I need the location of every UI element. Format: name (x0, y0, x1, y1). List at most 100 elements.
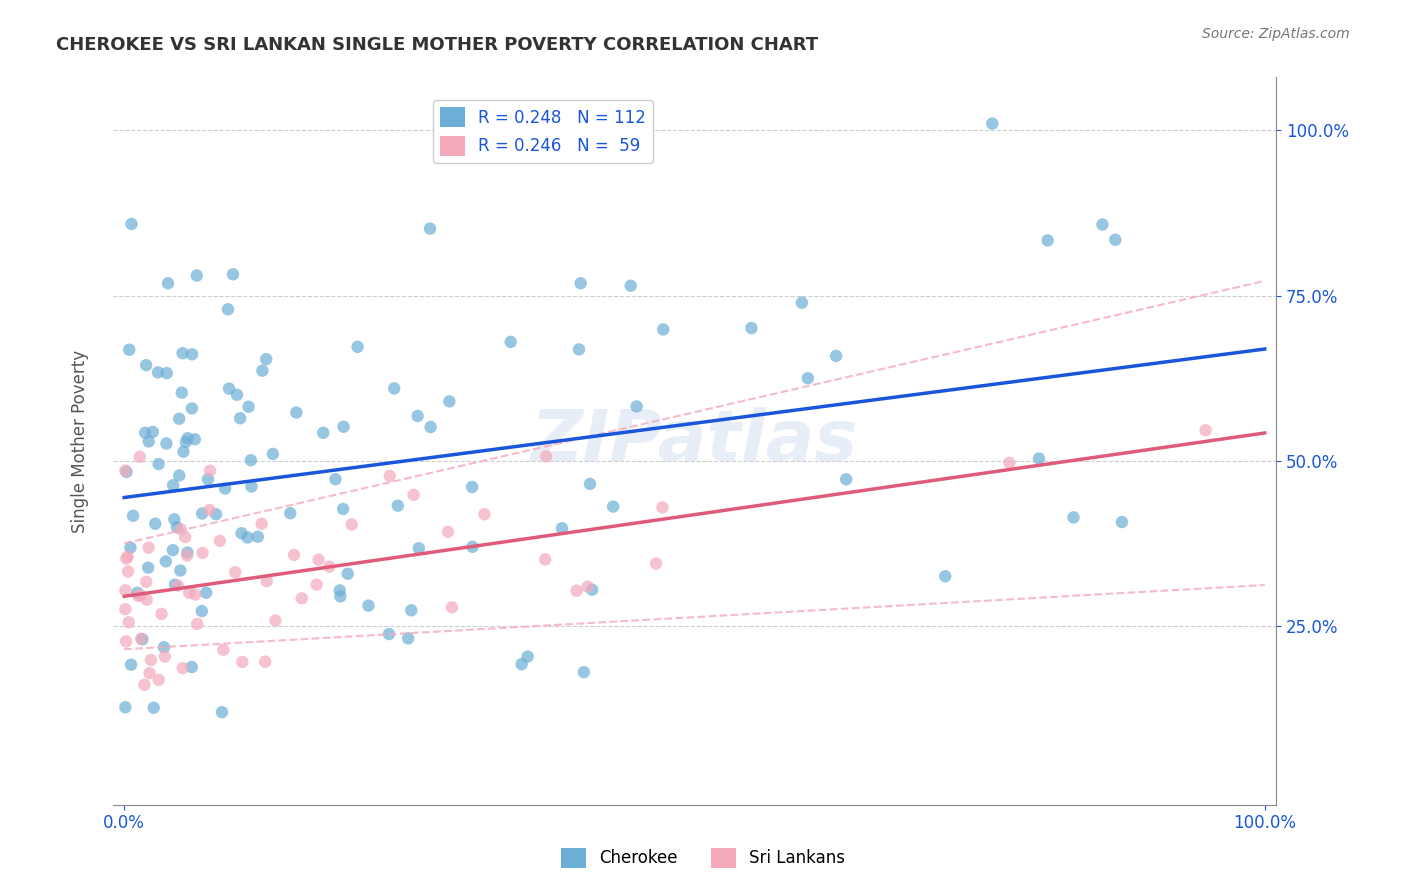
Point (998, 456, 1021, 470)
Point (396, 632, 419, 646)
Point (378, 468, 401, 483)
Point (176, 549, 198, 563)
Point (340, 517, 363, 532)
Point (278, 506, 301, 520)
Point (169, 468, 191, 483)
Point (180, 660, 202, 674)
Point (117, 565, 139, 579)
Y-axis label: Single Mother Poverty: Single Mother Poverty (72, 350, 89, 533)
Legend: Cherokee, Sri Lankans: Cherokee, Sri Lankans (554, 841, 852, 875)
Point (114, 700, 136, 714)
Point (283, 548, 305, 562)
Point (285, 405, 308, 419)
Point (118, 343, 141, 357)
Text: Source: ZipAtlas.com: Source: ZipAtlas.com (1202, 27, 1350, 41)
Point (138, 541, 160, 555)
Point (419, 420, 441, 434)
Point (191, 546, 214, 560)
Point (579, 477, 602, 491)
Point (142, 425, 165, 439)
Point (1091, 218, 1114, 232)
Point (461, 540, 484, 554)
Point (180, 401, 202, 416)
Point (620, 278, 643, 293)
Point (127, 586, 149, 600)
Point (162, 543, 184, 558)
Point (408, 541, 430, 556)
Point (129, 588, 152, 602)
Point (224, 566, 246, 580)
Point (516, 649, 538, 664)
Point (115, 551, 138, 566)
Point (387, 499, 409, 513)
Legend: R = 0.248   N = 112, R = 0.246   N =  59: R = 0.248 N = 112, R = 0.246 N = 59 (433, 100, 652, 162)
Point (153, 640, 176, 655)
Point (146, 366, 169, 380)
Point (329, 590, 352, 604)
Point (211, 705, 233, 719)
Point (172, 444, 194, 458)
Text: ZIPatlas: ZIPatlas (531, 407, 858, 475)
Point (312, 425, 335, 440)
Point (318, 559, 340, 574)
Point (127, 589, 149, 603)
Point (218, 382, 240, 396)
Point (399, 603, 422, 617)
Point (155, 554, 177, 568)
Point (156, 366, 179, 380)
Point (208, 533, 231, 548)
Point (138, 434, 160, 449)
Point (195, 586, 218, 600)
Point (291, 591, 314, 606)
Point (150, 607, 173, 621)
Point (534, 552, 557, 566)
Point (186, 616, 208, 631)
Point (120, 657, 142, 672)
Point (645, 557, 668, 571)
Point (170, 522, 193, 536)
Point (652, 322, 675, 336)
Point (174, 435, 197, 450)
Point (569, 277, 592, 291)
Point (474, 507, 496, 521)
Point (402, 488, 425, 502)
Point (382, 381, 405, 395)
Point (169, 564, 191, 578)
Point (231, 655, 253, 669)
Point (240, 479, 263, 493)
Point (254, 655, 277, 669)
Point (134, 425, 156, 440)
Point (461, 480, 484, 494)
Point (835, 472, 858, 486)
Point (329, 583, 352, 598)
Point (115, 465, 138, 479)
Point (565, 583, 588, 598)
Point (114, 464, 136, 478)
Point (1063, 510, 1085, 524)
Point (197, 472, 219, 486)
Point (114, 602, 136, 616)
Point (305, 577, 328, 591)
Point (166, 520, 188, 534)
Point (332, 502, 354, 516)
Point (131, 632, 153, 647)
Point (1028, 451, 1050, 466)
Point (1104, 233, 1126, 247)
Point (172, 661, 194, 675)
Point (115, 634, 138, 648)
Point (122, 508, 145, 523)
Point (332, 419, 354, 434)
Point (239, 453, 262, 467)
Point (176, 431, 198, 445)
Point (226, 388, 249, 402)
Point (406, 409, 429, 423)
Point (139, 653, 162, 667)
Point (534, 450, 557, 464)
Point (1036, 234, 1059, 248)
Point (155, 436, 177, 450)
Point (212, 643, 235, 657)
Point (135, 574, 157, 589)
Point (576, 580, 599, 594)
Point (934, 569, 956, 583)
Point (797, 371, 820, 385)
